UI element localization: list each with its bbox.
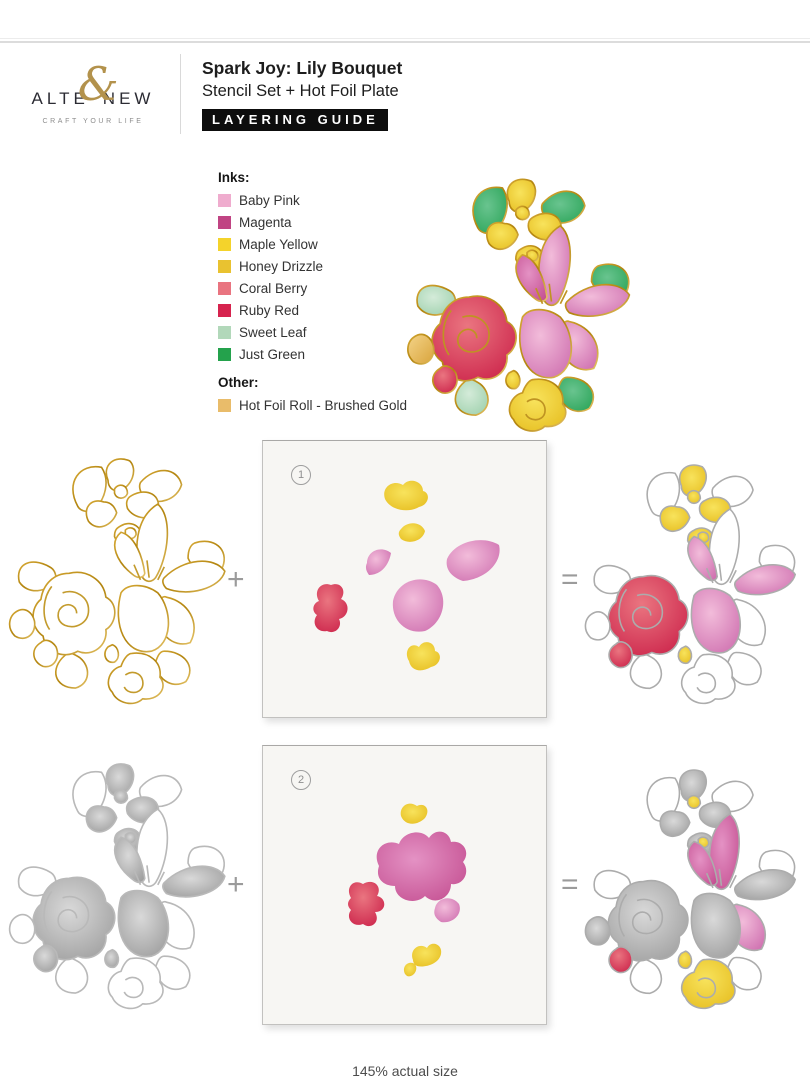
title-block: Spark Joy: Lily Bouquet Stencil Set + Ho…	[202, 57, 402, 131]
legend-item: Coral Berry	[218, 277, 407, 299]
stencil-2-openings	[348, 803, 467, 977]
ink-label: Honey Drizzle	[239, 258, 324, 274]
scale-note: 145% actual size	[352, 1063, 458, 1079]
bouquet-hot-foil-art	[2, 452, 240, 712]
legend-item: Ruby Red	[218, 299, 407, 321]
bouquet-previous-layers-gray-art	[2, 757, 240, 1017]
ink-swatch	[218, 281, 231, 295]
ink-label: Magenta	[239, 214, 292, 230]
legend-item: Just Green	[218, 343, 407, 365]
other-heading: Other:	[218, 375, 259, 390]
bouquet-layer-2-result-art	[578, 763, 810, 1017]
ink-legend: Inks: Baby Pink Magenta Maple Yellow Hon…	[218, 170, 407, 416]
legend-item: Baby Pink	[218, 189, 407, 211]
legend-item: Hot Foil Roll - Brushed Gold	[218, 394, 407, 416]
legend-item: Maple Yellow	[218, 233, 407, 255]
ink-swatch	[218, 193, 231, 207]
legend-item: Magenta	[218, 211, 407, 233]
top-divider-light	[0, 38, 810, 39]
altenew-logo: ALTE & NEW CRAFT YOUR LIFE	[24, 57, 162, 125]
bouquet-layer-1-result-art	[578, 458, 810, 712]
inks-heading: Inks:	[218, 170, 250, 185]
logo-right: NEW	[102, 89, 155, 108]
foil-label: Hot Foil Roll - Brushed Gold	[239, 397, 408, 413]
ink-swatch	[218, 237, 231, 251]
legend-item: Sweet Leaf	[218, 321, 407, 343]
page-subtitle: Stencil Set + Hot Foil Plate	[202, 81, 399, 100]
layering-guide-badge: LAYERING GUIDE	[202, 109, 388, 131]
ink-label: Just Green	[239, 346, 306, 362]
ink-label: Coral Berry	[239, 280, 308, 296]
stencil-card-1: 1	[262, 440, 547, 718]
ink-label: Baby Pink	[239, 192, 300, 208]
ink-swatch	[218, 303, 231, 317]
ink-label: Sweet Leaf	[239, 324, 307, 340]
stencil-card-2: 2	[262, 745, 547, 1025]
equals-sign: =	[561, 563, 579, 596]
ink-label: Maple Yellow	[239, 236, 318, 252]
logo-tagline: CRAFT YOUR LIFE	[42, 118, 144, 125]
ink-swatch	[218, 325, 231, 339]
plus-sign: +	[227, 868, 245, 901]
ink-swatch	[218, 215, 231, 229]
equals-sign: =	[561, 868, 579, 901]
top-divider	[0, 41, 810, 43]
step-number-2: 2	[291, 770, 311, 790]
page-title: Spark Joy: Lily Bouquet	[202, 57, 403, 78]
ink-label: Ruby Red	[239, 302, 300, 318]
ink-swatch	[218, 347, 231, 361]
stencil-1-openings	[313, 480, 500, 671]
foil-swatch	[218, 398, 231, 412]
header-divider	[180, 54, 181, 134]
plus-sign: +	[227, 563, 245, 596]
bouquet-finished-art	[400, 172, 645, 440]
logo-ampersand-icon: &	[77, 57, 123, 111]
header: ALTE & NEW CRAFT YOUR LIFE Spark Joy: Lily…	[24, 54, 402, 134]
legend-item: Honey Drizzle	[218, 255, 407, 277]
step-number-1: 1	[291, 465, 311, 485]
logo-left: ALTE	[31, 89, 89, 108]
ink-swatch	[218, 259, 231, 273]
logo-wordmark: ALTE & NEW	[31, 57, 155, 111]
